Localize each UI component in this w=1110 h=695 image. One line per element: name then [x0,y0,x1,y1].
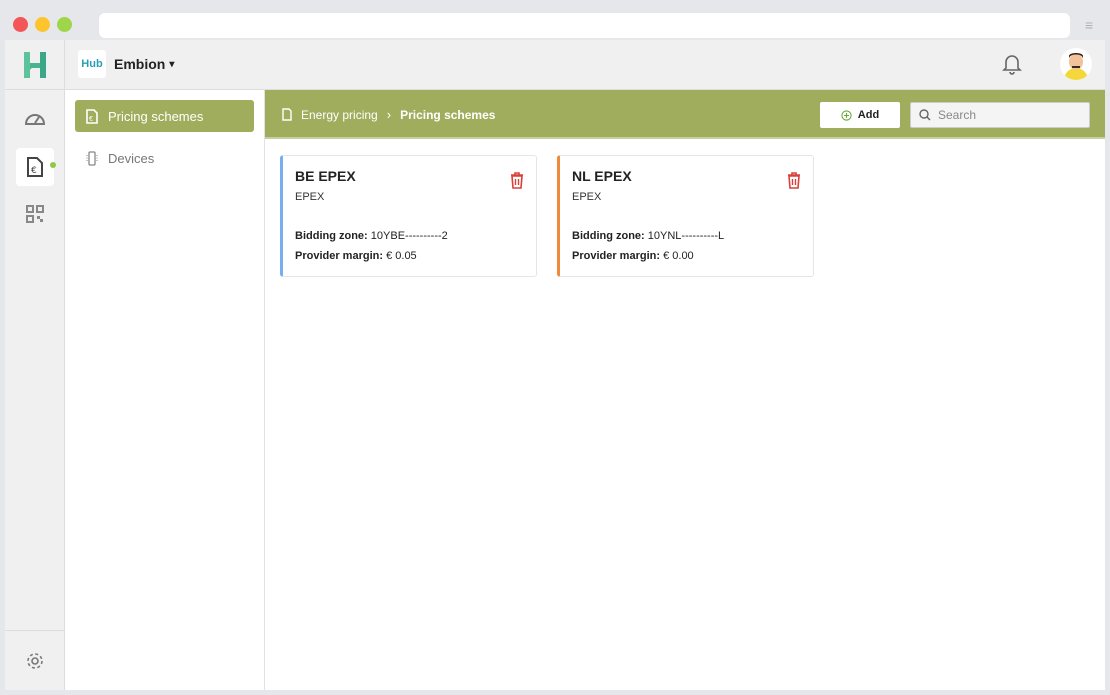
add-button[interactable]: Add [820,102,900,128]
close-window-button[interactable] [13,17,28,32]
notifications-button[interactable] [1002,53,1022,80]
card-type: EPEX [295,191,325,203]
address-bar[interactable] [99,13,1070,38]
org-name: Embion [114,56,166,72]
main-content: Energy pricing › Pricing schemes Add Sea… [265,90,1105,690]
trash-icon[interactable] [787,172,801,189]
add-label: Add [857,109,880,121]
bell-icon [1002,55,1022,75]
avatar-icon [1064,53,1088,80]
maximize-window-button[interactable] [57,17,72,32]
margin-label: Provider margin: [572,250,661,262]
breadcrumb-current: Pricing schemes [400,107,496,122]
bidding-zone: 10YBE----------2 [370,230,448,242]
org-logo: Hub [78,50,106,78]
icon-rail: € [5,40,65,690]
search-placeholder: Search [938,108,977,122]
svg-text:€: € [31,166,37,176]
user-avatar[interactable] [1060,48,1092,80]
search-input[interactable]: Search [910,102,1090,128]
page-header: Energy pricing › Pricing schemes Add Sea… [265,90,1105,139]
invoice-euro-icon [282,108,292,121]
minimize-window-button[interactable] [35,17,50,32]
bidding-zone: 10YNL----------L [647,230,725,242]
dashboard-nav[interactable] [19,102,51,134]
invoice-euro-icon: € [86,108,98,124]
provider-margin: € 0.00 [663,250,694,262]
card-type: EPEX [572,191,602,203]
card-title: BE EPEX [295,168,356,184]
breadcrumb-parent[interactable]: Energy pricing [301,107,378,122]
sidebar-item-devices[interactable]: Devices [75,142,154,174]
svg-text:€: € [89,116,93,123]
invoice-euro-icon: € [27,157,43,177]
zone-label: Bidding zone: [295,230,368,242]
sidebar-item-label: Devices [108,150,155,166]
pricing-scheme-card[interactable]: BE EPEX EPEX Bidding zone: 10YBE--------… [280,155,537,277]
plus-circle-icon [841,109,852,121]
chevron-down-icon: ▾ [169,58,175,70]
secondary-nav: € Pricing schemes Devices [65,90,265,690]
h-logo-icon [24,51,46,78]
app-logo[interactable] [5,40,65,90]
pricing-scheme-card[interactable]: NL EPEX EPEX Bidding zone: 10YNL--------… [557,155,814,277]
trash-icon[interactable] [510,172,524,189]
settings-button[interactable] [5,630,65,690]
card-title: NL EPEX [572,168,632,184]
devices-qr-nav[interactable] [19,198,51,230]
sidebar-item-pricing-schemes[interactable]: € Pricing schemes [75,100,254,132]
app: € Hub Embion ▾ € Pricing schemes Devices… [5,40,1105,690]
sidebar-item-label: Pricing schemes [108,108,204,124]
pricing-nav[interactable]: € [16,148,54,186]
active-indicator [50,162,56,168]
search-icon [919,109,931,121]
chevron-right-icon: › [386,107,392,122]
provider-margin: € 0.05 [386,250,417,262]
zone-label: Bidding zone: [572,230,645,242]
browser-menu-icon[interactable]: ≡ [1085,17,1094,33]
qr-code-icon [26,205,44,223]
org-switcher[interactable]: Embion ▾ [114,56,174,72]
margin-label: Provider margin: [295,250,384,262]
gear-icon [27,652,43,669]
breadcrumb: Energy pricing › Pricing schemes [282,107,495,122]
gauge-icon [24,114,46,125]
device-icon [86,150,98,166]
top-bar: Hub Embion ▾ [65,40,1105,90]
